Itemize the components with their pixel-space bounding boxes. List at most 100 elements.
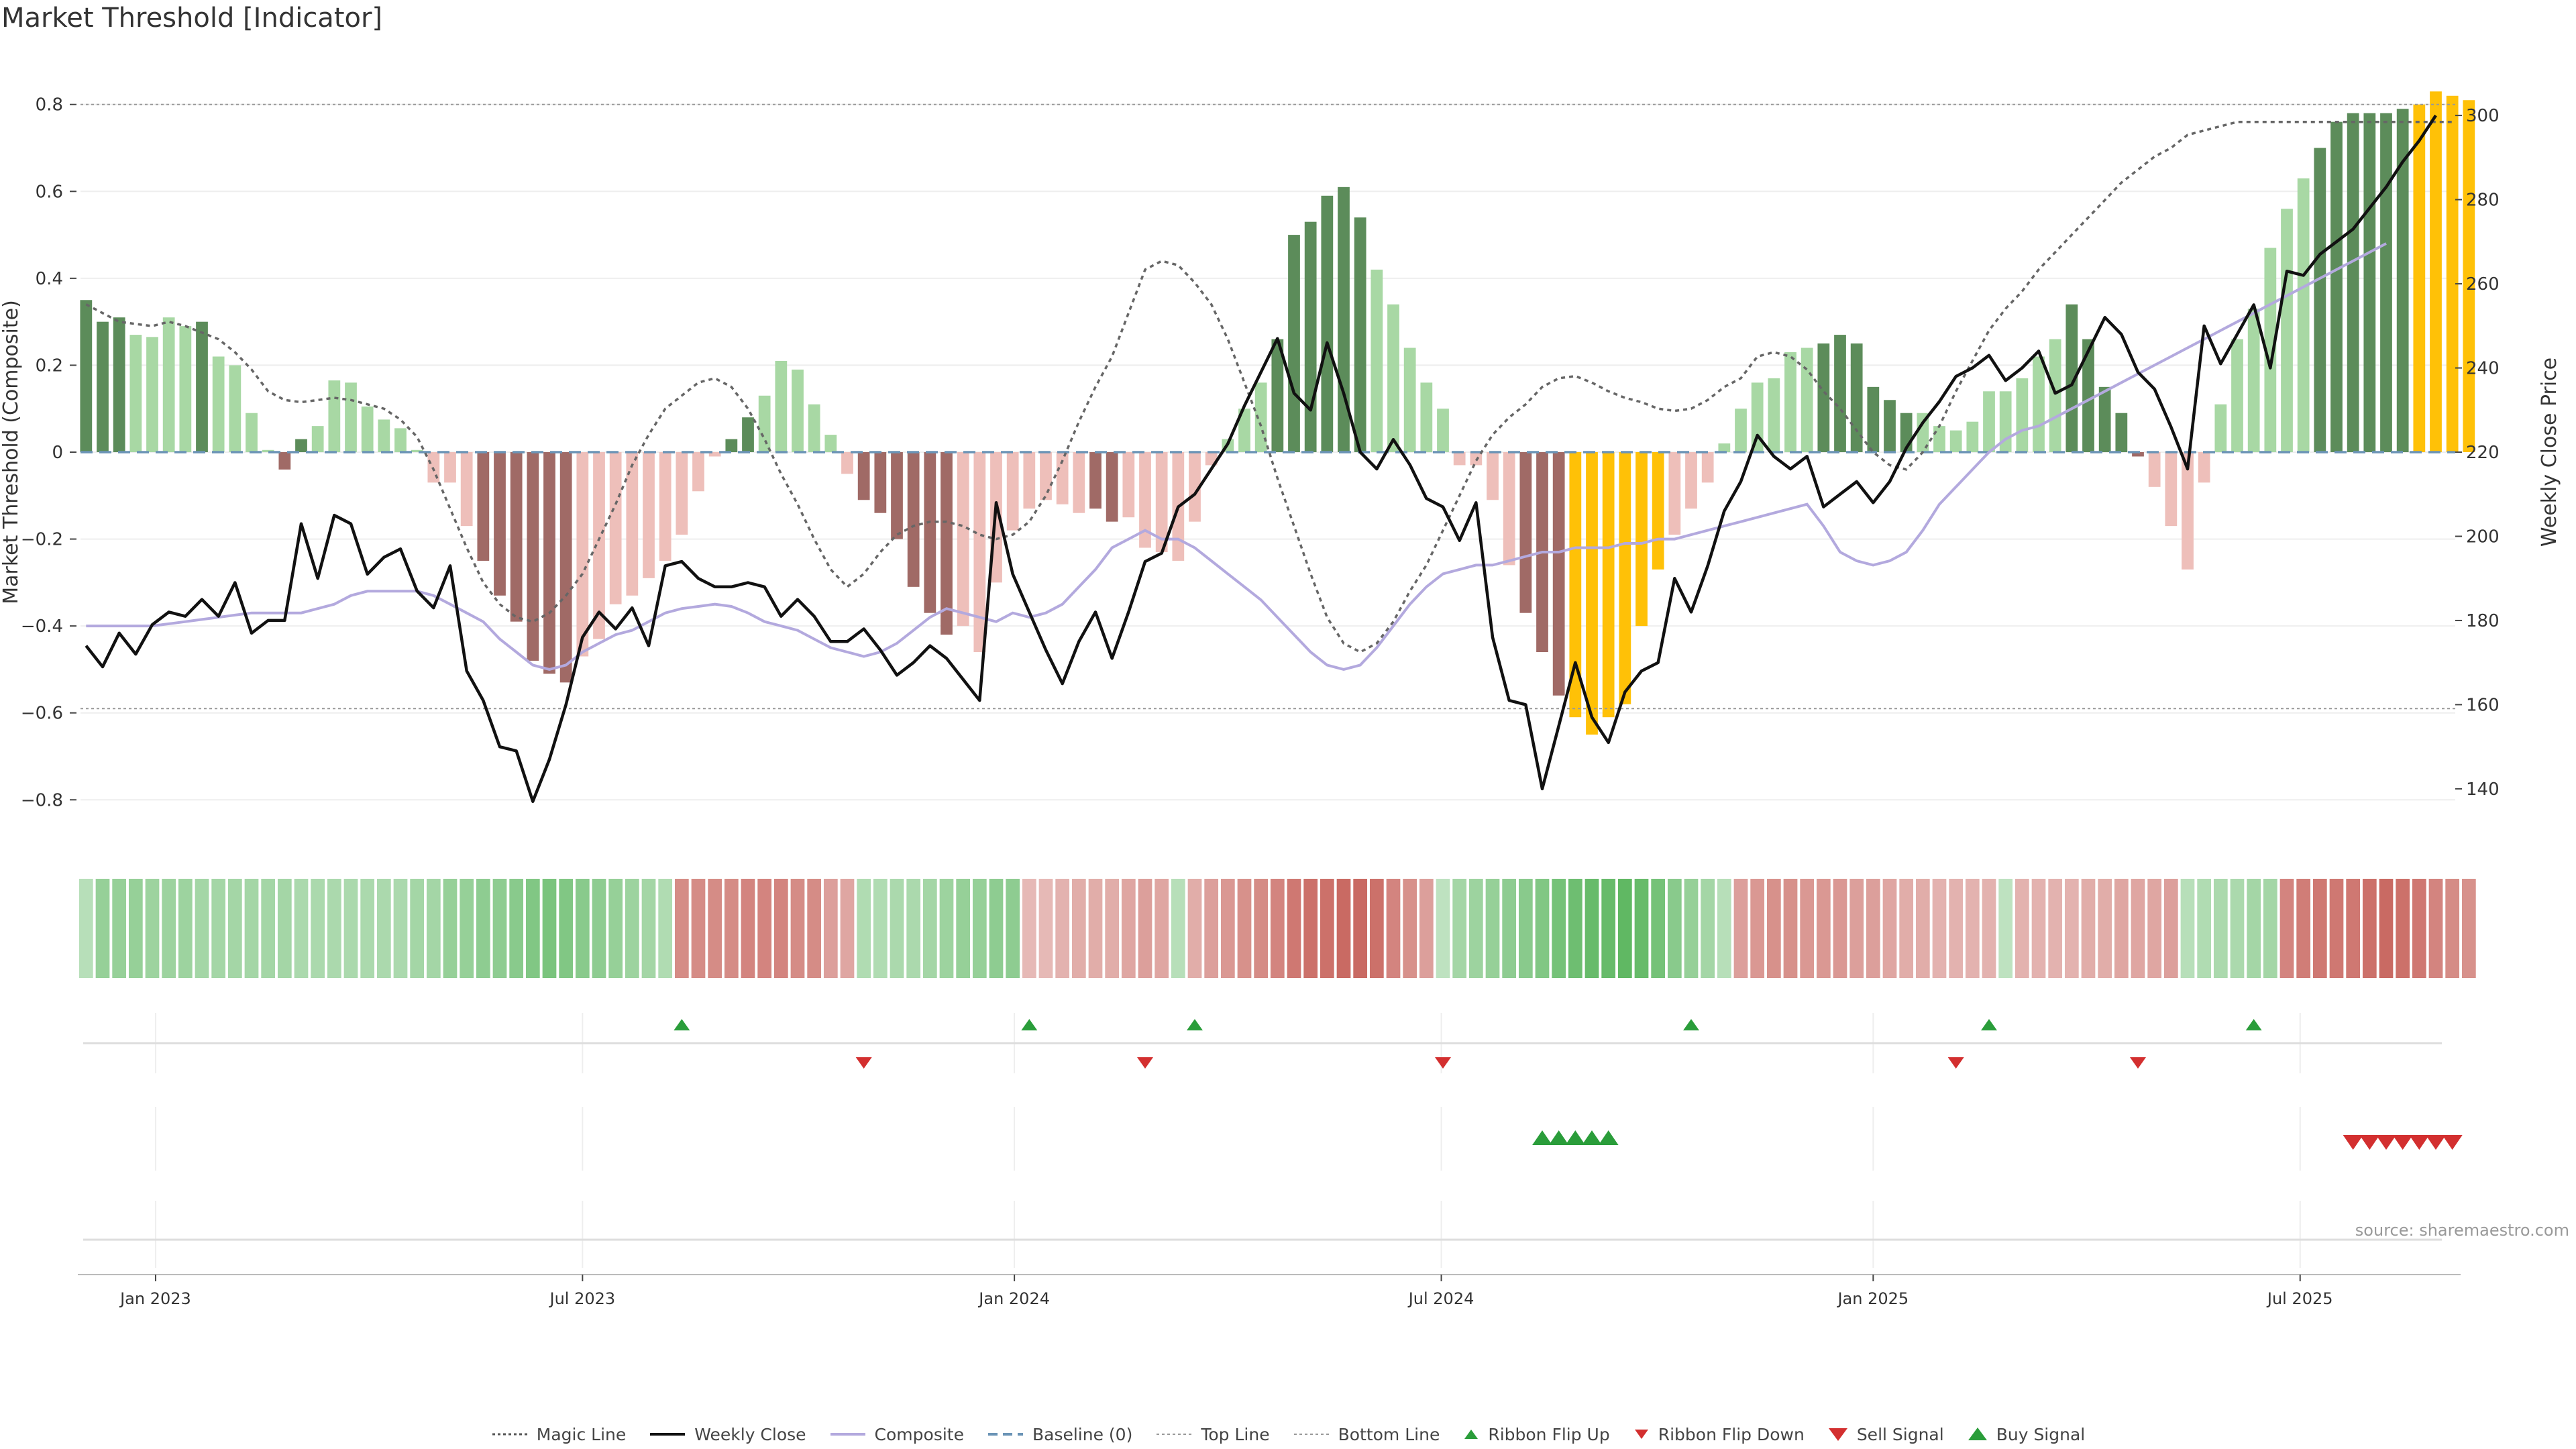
ribbon-cell bbox=[1915, 879, 1930, 978]
legend-item-composite[interactable]: Composite bbox=[829, 1425, 964, 1444]
composite-bar bbox=[941, 452, 953, 635]
composite-bar bbox=[1122, 452, 1135, 518]
composite-bar bbox=[1403, 347, 1416, 452]
ribbon-cell bbox=[2213, 879, 2228, 978]
composite-bar bbox=[2049, 339, 2061, 452]
ribbon-cell bbox=[1651, 879, 1666, 978]
y-right-tick-label: 300 bbox=[2466, 106, 2500, 126]
legend-item-magic-line[interactable]: Magic Line bbox=[491, 1425, 626, 1444]
composite-bar bbox=[2463, 100, 2475, 452]
ribbon-cell bbox=[1816, 879, 1831, 978]
legend-item-bottom-line[interactable]: Bottom Line bbox=[1293, 1425, 1440, 1444]
composite-bar bbox=[626, 452, 639, 596]
composite-bar bbox=[460, 452, 473, 527]
ribbon-cell bbox=[1022, 879, 1036, 978]
ribbon-cell bbox=[2379, 879, 2394, 978]
composite-bar bbox=[1387, 304, 1399, 452]
ribbon-cell bbox=[95, 879, 110, 978]
y-tick-label: 0.6 bbox=[36, 182, 63, 202]
ribbon-cell bbox=[1403, 879, 1417, 978]
composite-bar bbox=[295, 439, 307, 452]
composite-bar bbox=[2247, 309, 2260, 452]
ribbon-cell bbox=[1982, 879, 1996, 978]
ribbon-cell bbox=[1336, 879, 1351, 978]
ribbon-cell bbox=[261, 879, 276, 978]
composite-bar bbox=[2198, 452, 2210, 483]
ribbon-cell bbox=[1585, 879, 1599, 978]
composite-bar bbox=[444, 452, 456, 483]
sell-signal-marker bbox=[2376, 1135, 2396, 1150]
composite-bar bbox=[2363, 113, 2376, 452]
legend-item-baseline[interactable]: Baseline (0) bbox=[987, 1425, 1132, 1444]
ribbon-cell bbox=[1369, 879, 1384, 978]
legend-item-ribbon-flip-down[interactable]: Ribbon Flip Down bbox=[1633, 1425, 1805, 1444]
composite-bar bbox=[1933, 426, 1945, 452]
ribbon-cell bbox=[112, 879, 127, 978]
x-tick-label: Jul 2025 bbox=[2266, 1289, 2333, 1308]
ribbon-cell bbox=[691, 879, 706, 978]
legend-item-top-line[interactable]: Top Line bbox=[1155, 1425, 1270, 1444]
ribbon-flip-up-marker bbox=[1021, 1019, 1038, 1030]
ribbon-cell bbox=[1601, 879, 1616, 978]
triangle-up-icon bbox=[1968, 1428, 1987, 1440]
ribbon-flip-down-marker bbox=[2130, 1057, 2146, 1069]
dotted-line-icon bbox=[492, 1433, 527, 1436]
ribbon-cell bbox=[741, 879, 755, 978]
ribbon-cell bbox=[2247, 879, 2261, 978]
composite-bar bbox=[146, 337, 158, 452]
composite-bar bbox=[824, 435, 837, 452]
ribbon-cell bbox=[1518, 879, 1533, 978]
composite-bar bbox=[2098, 386, 2111, 452]
composite-bar bbox=[742, 417, 754, 452]
ribbon-cell bbox=[708, 879, 722, 978]
x-tick-label: Jan 2023 bbox=[119, 1289, 191, 1308]
composite-line bbox=[86, 242, 2387, 671]
composite-bar bbox=[2165, 452, 2178, 527]
ribbon-cell bbox=[1932, 879, 1947, 978]
ribbon-cell bbox=[1717, 879, 1731, 978]
ribbon-cell bbox=[575, 879, 590, 978]
ribbon-cell bbox=[773, 879, 788, 978]
composite-bar bbox=[411, 449, 423, 452]
composite-bar bbox=[510, 452, 523, 622]
ribbon-cell bbox=[1353, 879, 1368, 978]
composite-bar bbox=[1371, 269, 1383, 452]
ribbon-cell bbox=[2015, 879, 2029, 978]
legend-item-ribbon-flip-up[interactable]: Ribbon Flip Up bbox=[1462, 1425, 1610, 1444]
composite-bar bbox=[378, 419, 390, 452]
legend-item-sell-signal[interactable]: Sell Signal bbox=[1827, 1425, 1944, 1444]
ribbon-cell bbox=[1783, 879, 1798, 978]
legend-item-weekly-close[interactable]: Weekly Close bbox=[649, 1425, 806, 1444]
ribbon-cell bbox=[1634, 879, 1649, 978]
ribbon-cell bbox=[426, 879, 441, 978]
ribbon-cell bbox=[2114, 879, 2129, 978]
composite-bar bbox=[725, 439, 738, 452]
ribbon-cell bbox=[1552, 879, 1566, 978]
composite-bar bbox=[1023, 452, 1036, 509]
ribbon-cell bbox=[1006, 879, 1020, 978]
composite-bar bbox=[477, 452, 490, 561]
composite-bar bbox=[1006, 452, 1019, 531]
ribbon-cell bbox=[658, 879, 673, 978]
ribbon-cell bbox=[1121, 879, 1136, 978]
composite-bar bbox=[1487, 452, 1499, 500]
legend-item-buy-signal[interactable]: Buy Signal bbox=[1967, 1425, 2085, 1444]
ribbon-cell bbox=[1303, 879, 1318, 978]
composite-bar bbox=[1784, 352, 1796, 452]
ribbon-cell bbox=[873, 879, 888, 978]
ribbon-cell bbox=[1833, 879, 1847, 978]
ribbon-cell bbox=[1667, 879, 1682, 978]
bottom-line-icon bbox=[1293, 1434, 1329, 1435]
composite-bar bbox=[576, 452, 589, 657]
ribbon-cell bbox=[724, 879, 739, 978]
ribbon-flip-down-marker bbox=[1947, 1057, 1964, 1069]
ribbon-cell bbox=[1866, 879, 1880, 978]
composite-bar bbox=[113, 317, 125, 452]
composite-bar bbox=[2396, 109, 2409, 452]
composite-bar bbox=[2033, 356, 2045, 452]
composite-bar bbox=[1884, 400, 1896, 452]
composite-bar bbox=[262, 449, 274, 452]
ribbon-cell bbox=[2428, 879, 2443, 978]
ribbon-cell bbox=[211, 879, 226, 978]
